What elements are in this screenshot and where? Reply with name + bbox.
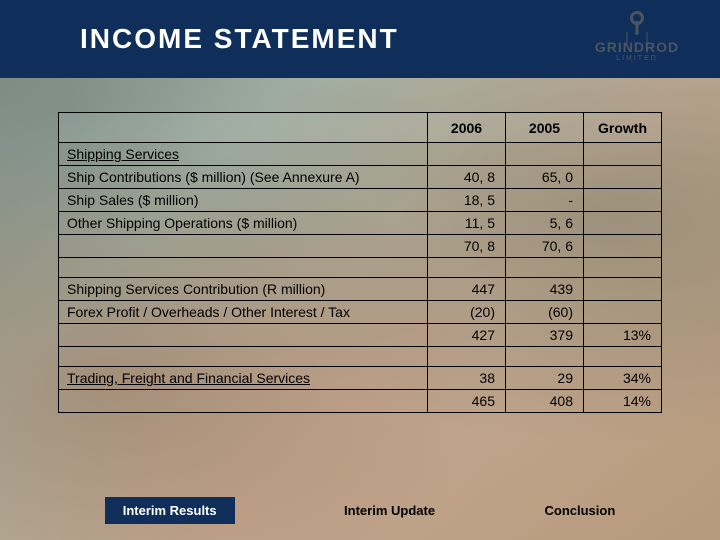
income-table-container: 2006 2005 Growth Shipping ServicesShip C…: [58, 112, 662, 413]
cell-value: 14%: [584, 390, 662, 413]
cell-value: 427: [428, 324, 506, 347]
cell-value: [584, 235, 662, 258]
empty-cell: [59, 347, 428, 367]
col-2006: 2006: [428, 113, 506, 143]
table-row: Ship Contributions ($ million) (See Anne…: [59, 166, 662, 189]
cell-value: [584, 212, 662, 235]
empty-cell: [428, 143, 506, 166]
empty-cell: [584, 347, 662, 367]
brand-name: GRINDROD: [595, 39, 679, 55]
cell-value: 70, 8: [428, 235, 506, 258]
empty-cell: [59, 258, 428, 278]
empty-cell: [428, 258, 506, 278]
anchor-icon: [624, 11, 650, 37]
table-row: [59, 347, 662, 367]
table-header-row: 2006 2005 Growth: [59, 113, 662, 143]
table-row: 46540814%: [59, 390, 662, 413]
cell-value: -: [506, 189, 584, 212]
cell-value: [584, 278, 662, 301]
income-statement-table: 2006 2005 Growth Shipping ServicesShip C…: [58, 112, 662, 413]
cell-value: [584, 166, 662, 189]
cell-value: 29: [506, 367, 584, 390]
table-row: 70, 870, 6: [59, 235, 662, 258]
footer-interim-update[interactable]: Interim Update: [344, 503, 435, 518]
cell-value: 379: [506, 324, 584, 347]
col-growth: Growth: [584, 113, 662, 143]
cell-value: 447: [428, 278, 506, 301]
row-label: Forex Profit / Overheads / Other Interes…: [59, 301, 428, 324]
empty-cell: [584, 258, 662, 278]
cell-value: 11, 5: [428, 212, 506, 235]
cell-value: 5, 6: [506, 212, 584, 235]
slide-header: INCOME STATEMENT GRINDROD LIMITED: [0, 0, 720, 78]
cell-value: [584, 189, 662, 212]
row-label: Ship Contributions ($ million) (See Anne…: [59, 166, 428, 189]
brand-logo: GRINDROD LIMITED: [572, 6, 702, 66]
table-row: Other Shipping Operations ($ million)11,…: [59, 212, 662, 235]
empty-cell: [506, 347, 584, 367]
row-label: Ship Sales ($ million): [59, 189, 428, 212]
table-row: [59, 258, 662, 278]
brand-subtitle: LIMITED: [616, 55, 658, 62]
row-label: Shipping Services Contribution (R millio…: [59, 278, 428, 301]
cell-value: 40, 8: [428, 166, 506, 189]
row-label: Other Shipping Operations ($ million): [59, 212, 428, 235]
row-label: Trading, Freight and Financial Services: [59, 367, 428, 390]
table-row: Shipping Services Contribution (R millio…: [59, 278, 662, 301]
cell-value: 34%: [584, 367, 662, 390]
cell-value: 439: [506, 278, 584, 301]
cell-value: 408: [506, 390, 584, 413]
footer-conclusion[interactable]: Conclusion: [544, 503, 615, 518]
row-label: [59, 390, 428, 413]
empty-cell: [584, 143, 662, 166]
empty-cell: [506, 143, 584, 166]
row-label: [59, 324, 428, 347]
cell-value: 18, 5: [428, 189, 506, 212]
section-label: Shipping Services: [59, 143, 428, 166]
row-label: [59, 235, 428, 258]
cell-value: 13%: [584, 324, 662, 347]
cell-value: 465: [428, 390, 506, 413]
empty-cell: [506, 258, 584, 278]
cell-value: (20): [428, 301, 506, 324]
table-row: Forex Profit / Overheads / Other Interes…: [59, 301, 662, 324]
col-2005: 2005: [506, 113, 584, 143]
cell-value: (60): [506, 301, 584, 324]
footer-nav: Interim Results Interim Update Conclusio…: [0, 497, 720, 524]
table-row: 42737913%: [59, 324, 662, 347]
footer-interim-results[interactable]: Interim Results: [105, 497, 235, 524]
cell-value: 70, 6: [506, 235, 584, 258]
slide-title: INCOME STATEMENT: [80, 23, 399, 55]
cell-value: 65, 0: [506, 166, 584, 189]
cell-value: 38: [428, 367, 506, 390]
table-row: Ship Sales ($ million)18, 5-: [59, 189, 662, 212]
table-row: Shipping Services: [59, 143, 662, 166]
col-description: [59, 113, 428, 143]
table-row: Trading, Freight and Financial Services3…: [59, 367, 662, 390]
empty-cell: [428, 347, 506, 367]
cell-value: [584, 301, 662, 324]
